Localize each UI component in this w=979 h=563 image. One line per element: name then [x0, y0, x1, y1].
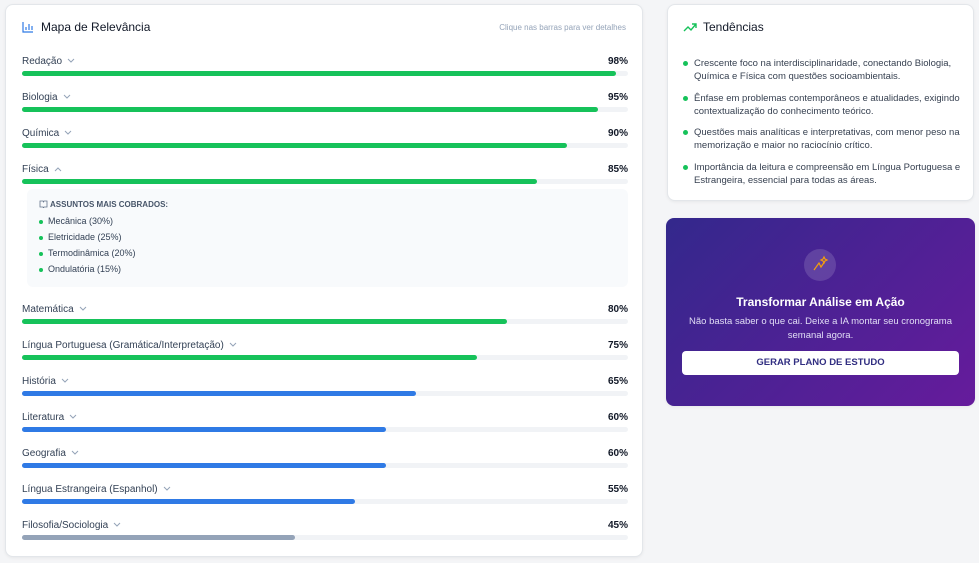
bar: [22, 535, 295, 540]
trend-text: Importância da leitura e compreensão em …: [694, 161, 961, 186]
relevance-row[interactable]: Biologia 95%: [22, 91, 628, 117]
subject-label: Matemática: [22, 304, 87, 315]
bar: [22, 355, 477, 360]
relevance-row[interactable]: Filosofia/Sociologia 45%: [22, 519, 628, 545]
chevron[interactable]: [79, 306, 87, 312]
chevron[interactable]: [71, 450, 79, 456]
relevance-row[interactable]: Língua Estrangeira (Espanhol) 55%: [22, 483, 628, 509]
topic: Ondulatória (15%): [48, 264, 122, 274]
topic-dot: [39, 220, 43, 224]
trends-card: Tendências Crescente foco na interdiscip…: [667, 4, 974, 201]
percent-label: 80%: [607, 304, 628, 315]
relevance-row[interactable]: Química 90%: [22, 127, 628, 153]
percent-label: 60%: [607, 412, 628, 423]
subject-label: Filosofia/Sociologia: [22, 520, 121, 531]
percent-label: 75%: [607, 340, 628, 351]
trend-text: Ênfase em problemas contemporâneos e atu…: [694, 92, 960, 117]
icon-circle: [804, 249, 836, 281]
hint: Clique nas barras para ver detalhes: [499, 23, 626, 32]
chevron[interactable]: [54, 166, 62, 172]
relevance-row[interactable]: Língua Portuguesa (Gramática/Interpretaç…: [22, 339, 628, 365]
cta-title: Transformar Análise em Ação: [736, 295, 905, 309]
percent-label: 45%: [607, 520, 628, 531]
details-title: ASSUNTOS MAIS COBRADOS:: [39, 200, 168, 209]
subject-label: Redação: [22, 56, 75, 67]
percent-label: 98%: [607, 56, 628, 67]
relevance-row[interactable]: Geografia 60%: [22, 447, 628, 473]
bar: [22, 143, 568, 148]
percent-label: 85%: [607, 164, 628, 175]
subject-label: História: [22, 376, 69, 387]
chart-icon: [22, 22, 33, 33]
percent-label: 65%: [607, 376, 628, 387]
bar: [22, 71, 616, 76]
bar: [22, 463, 386, 468]
trend-dot: [683, 164, 688, 170]
trend-text: Crescente foco na interdisciplinaridade,…: [694, 58, 952, 82]
subject-label: Biologia: [22, 92, 71, 103]
topic: Termodinâmica (20%): [48, 248, 136, 258]
relevance-row[interactable]: Matemática 80%: [22, 303, 628, 329]
bar: [22, 319, 507, 324]
trend-text: Questões mais analíticas e interpretativ…: [694, 127, 960, 151]
trend-dot: [683, 130, 688, 135]
subject-label: Literatura: [22, 412, 77, 423]
relevance-row[interactable]: História 65%: [22, 375, 628, 401]
card-title: Mapa de Relevância: [41, 20, 151, 34]
topic-dot: [39, 268, 43, 272]
percent-label: 95%: [607, 92, 628, 103]
chevron[interactable]: [64, 130, 72, 136]
trend-dot: [683, 95, 688, 101]
book-icon: [39, 200, 48, 208]
chevron[interactable]: [229, 342, 237, 348]
bar: [22, 107, 598, 112]
percent-label: 90%: [607, 128, 628, 139]
topic: Eletricidade (25%): [48, 232, 122, 242]
trend-dot: [683, 61, 688, 66]
chevron[interactable]: [69, 414, 77, 420]
subject-label: Língua Portuguesa (Gramática/Interpretaç…: [22, 340, 237, 351]
subject-label: Geografia: [22, 448, 79, 459]
cta-card: Transformar Análise em Ação Não basta sa…: [666, 218, 975, 406]
topic-dot: [39, 236, 43, 240]
trend-icon: [683, 23, 697, 32]
relevance-row[interactable]: Física 85%: [22, 163, 628, 189]
bar: [22, 179, 538, 184]
card-title: Tendências: [703, 20, 764, 34]
bar: [22, 499, 356, 504]
chevron[interactable]: [63, 94, 71, 100]
bar: [22, 427, 386, 432]
subject-label: Física: [22, 164, 62, 175]
chevron[interactable]: [113, 522, 121, 528]
relevance-row[interactable]: Literatura 60%: [22, 411, 628, 437]
topic-dot: [39, 252, 43, 256]
percent-label: 60%: [607, 448, 628, 459]
chevron[interactable]: [163, 486, 171, 492]
sparkle-icon: [813, 255, 829, 271]
bar: [22, 391, 416, 396]
cta-subtitle: Não basta saber o que cai. Deixe a IA mo…: [689, 316, 952, 341]
subject-label: Química: [22, 128, 72, 139]
percent-label: 55%: [607, 484, 628, 495]
relevance-row[interactable]: Redação 98%: [22, 55, 628, 81]
details-box: ASSUNTOS MAIS COBRADOS: Mecânica (30%) Ele…: [27, 189, 628, 287]
relevance-card: Mapa de Relevância Clique nas barras par…: [5, 4, 643, 557]
topic: Mecânica (30%): [48, 216, 114, 226]
chevron[interactable]: [67, 58, 75, 64]
cta-button[interactable]: GERAR PLANO DE ESTUDO: [682, 351, 959, 375]
bar-track: [22, 535, 628, 540]
chevron[interactable]: [61, 378, 69, 384]
subject-label: Língua Estrangeira (Espanhol): [22, 484, 171, 495]
